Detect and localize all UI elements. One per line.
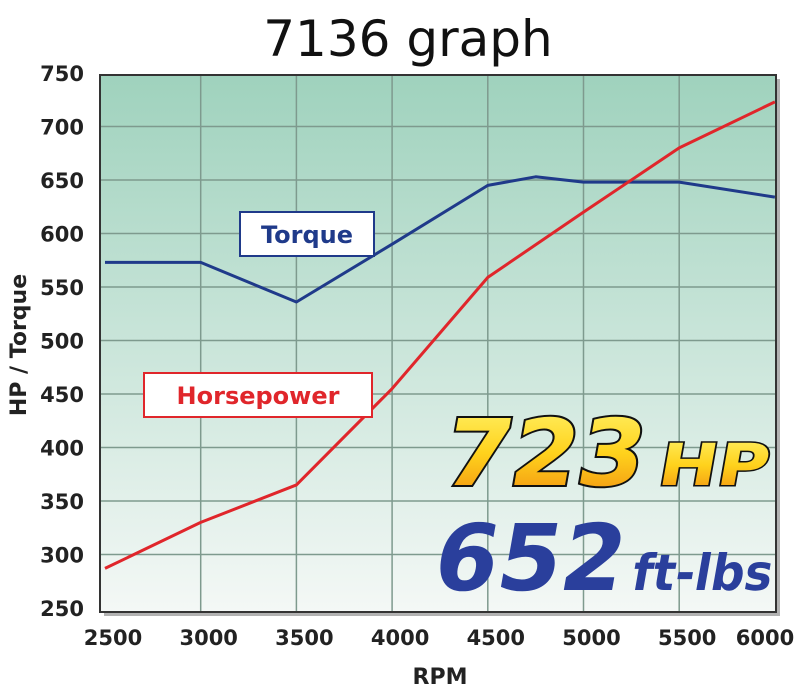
y-tick-label: 600 — [40, 223, 84, 247]
y-tick-label: 300 — [40, 544, 84, 568]
x-tick-label: 3000 — [179, 626, 237, 650]
hp-peak-badge: 723 HP — [434, 398, 777, 509]
y-tick-label: 750 — [40, 62, 84, 86]
torque-peak-badge: 652 ft-lbs — [426, 505, 778, 612]
y-tick-label: 700 — [40, 116, 84, 140]
y-tick-label: 400 — [40, 437, 84, 461]
grid — [101, 76, 775, 611]
y-tick-label: 650 — [40, 169, 84, 193]
plot-area — [99, 74, 777, 613]
chart-title: 7136 graph — [263, 10, 553, 68]
series-lines — [104, 100, 776, 570]
hp-peak-unit: HP — [654, 431, 776, 498]
x-tick-label: 3500 — [275, 626, 333, 650]
x-ticks: 2500 3000 3500 4000 4500 5000 5500 6000 — [84, 626, 794, 650]
y-tick-label: 450 — [40, 383, 84, 407]
torque-legend-text: Torque — [261, 221, 353, 249]
x-tick-label: 4500 — [467, 626, 525, 650]
x-tick-label: 5000 — [562, 626, 620, 650]
torque-label: Torque — [239, 211, 375, 257]
x-tick-label: 2500 — [84, 626, 142, 650]
x-tick-label: 4000 — [371, 626, 429, 650]
x-tick-label: 6000 — [736, 626, 794, 650]
x-tick-label: 5500 — [658, 626, 716, 650]
y-axis-label: HP / Torque — [7, 274, 32, 416]
y-tick-label: 350 — [40, 490, 84, 514]
x-axis-label: RPM — [413, 665, 468, 688]
y-tick-label: 500 — [40, 330, 84, 354]
y-tick-label: 550 — [40, 276, 84, 300]
horsepower-line — [104, 100, 776, 570]
torque-peak-value: 652 — [426, 505, 635, 612]
y-tick-label: 250 — [40, 597, 84, 621]
horsepower-legend-text: Horsepower — [177, 382, 340, 410]
torque-peak-unit: ft-lbs — [628, 543, 778, 602]
y-ticks: 250 300 350 400 450 500 550 600 650 700 750 — [40, 62, 84, 621]
horsepower-label: Horsepower — [143, 372, 373, 418]
hp-peak-value: 723 — [436, 400, 655, 507]
